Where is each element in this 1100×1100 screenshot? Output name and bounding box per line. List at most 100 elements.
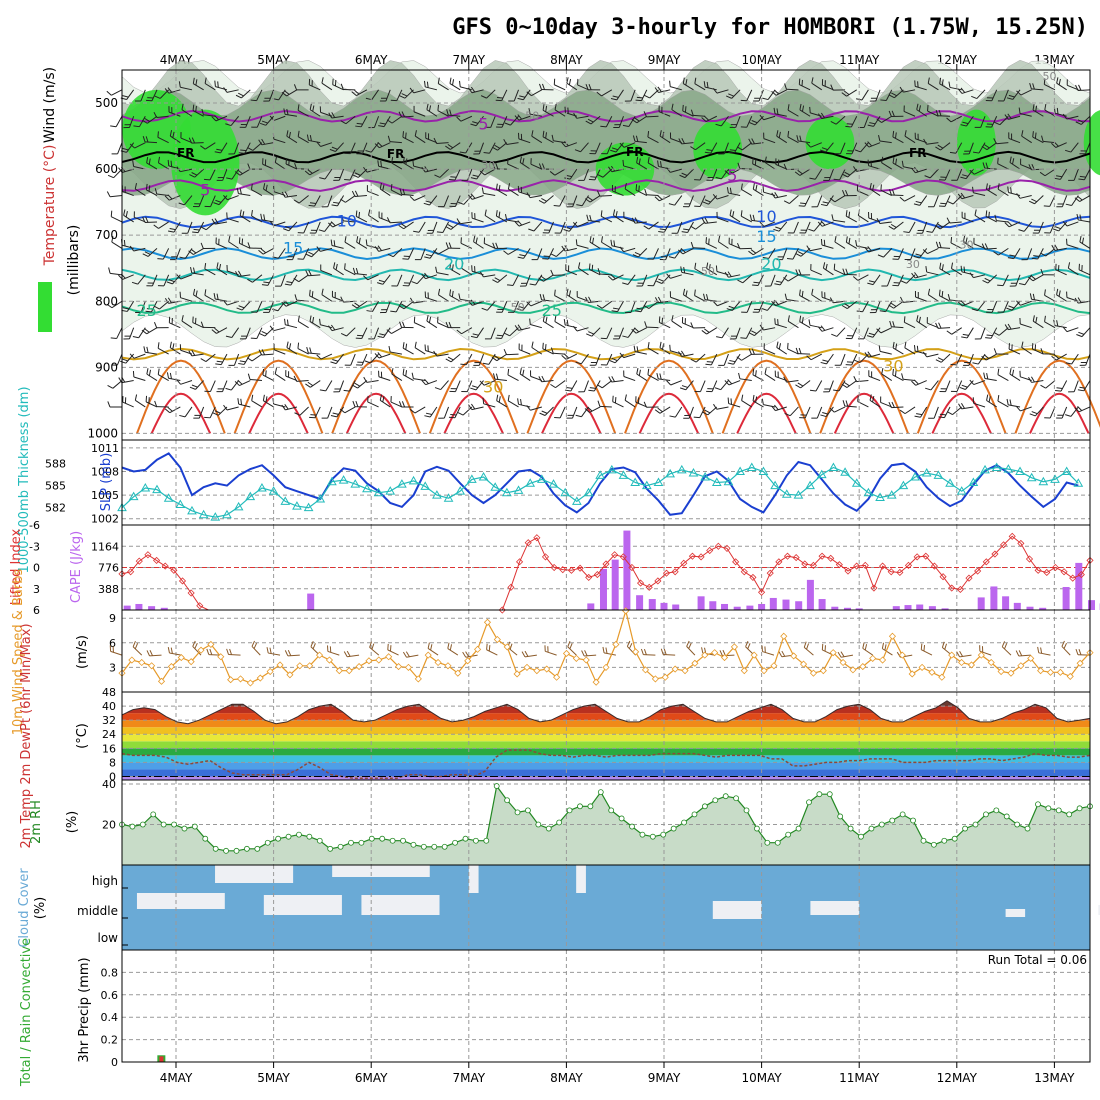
wind-barb: [111, 241, 123, 249]
wind-barb-feather: [405, 343, 408, 350]
wind-barb-feather: [549, 171, 556, 176]
wind-barb: [894, 89, 904, 99]
wind-barb-feather: [660, 648, 664, 655]
wind-barb: [618, 116, 624, 128]
wind-barb-feather: [608, 166, 613, 173]
wind-barb-feather: [1031, 198, 1038, 203]
thickness-marker: [653, 477, 664, 486]
wind-barb-feather: [880, 99, 887, 102]
wind-barb: [984, 378, 997, 382]
wind-barb: [308, 139, 321, 144]
wind-barb-feather: [297, 315, 300, 322]
wind-barb: [429, 248, 438, 259]
wind-barb-feather: [997, 368, 1000, 375]
wind-barb-feather: [889, 320, 892, 327]
wind-barb: [390, 351, 402, 355]
wind10m-marker: [483, 618, 492, 626]
wind-barb: [997, 374, 1009, 381]
wind-barb-feather: [1056, 175, 1063, 178]
wind-barb: [581, 195, 589, 207]
wind-barb: [804, 406, 811, 419]
wind-barb-feather: [154, 188, 158, 195]
wind-barb-feather: [680, 266, 683, 273]
wind-barb: [490, 116, 496, 128]
wind-barb-feather: [545, 132, 547, 139]
wind-barb: [180, 297, 193, 302]
wind-barb: [478, 142, 485, 155]
wind-barb: [875, 301, 881, 313]
thickness-marker: [956, 486, 967, 495]
wind-barb-feather: [494, 277, 501, 282]
wind-barb: [799, 295, 811, 302]
rh2m-marker: [577, 803, 583, 810]
wind-barb-feather: [795, 269, 799, 276]
wind-barb-feather: [727, 168, 733, 174]
wind-barb-feather: [1004, 643, 1008, 650]
wind-barb-feather: [947, 201, 954, 205]
wind-barb-feather: [144, 328, 150, 333]
wind-barb: [938, 327, 951, 329]
rh2m-marker: [1045, 805, 1052, 812]
wind-barb-feather: [924, 175, 931, 179]
wind-barb-feather: [983, 372, 986, 379]
wind-barb-feather: [340, 198, 346, 203]
rh2m-marker: [1003, 813, 1010, 820]
wind-barb: [779, 274, 788, 286]
wind-barb: [583, 380, 589, 392]
wind-barb: [233, 353, 240, 366]
wind-barb: [733, 142, 741, 154]
wind-barb-feather: [261, 138, 266, 145]
rh2m-marker: [878, 821, 885, 828]
wind-barb-feather: [460, 363, 467, 366]
wind-barb: [611, 380, 624, 383]
wind-barb: [704, 299, 717, 302]
wind-barb-feather: [286, 130, 289, 137]
wind-barb-feather: [820, 220, 826, 226]
wind-barb: [879, 140, 892, 144]
precip-tick-label: 0.8: [101, 966, 119, 979]
wind-barb-feather: [657, 296, 662, 303]
wind-barb: [559, 406, 566, 419]
wind-barb-feather: [918, 105, 921, 112]
wind-barb: [497, 274, 508, 283]
lifted-index-marker: [809, 561, 817, 569]
wind-barb-feather: [281, 191, 286, 198]
wind10m-marker: [720, 653, 729, 662]
wind-barb-feather: [904, 130, 907, 137]
wind-barb: [880, 401, 892, 408]
wind-barb-feather: [340, 333, 347, 337]
wind-barb: [121, 380, 134, 384]
wind-barb-feather: [354, 89, 360, 95]
wind-barb: [401, 115, 414, 118]
wind-barb-feather: [1035, 316, 1038, 323]
cape-bar: [135, 603, 143, 610]
wind-barb: [220, 353, 228, 365]
thickness-marker: [560, 487, 571, 497]
wind-barb: [122, 190, 134, 197]
wind-barb: [833, 219, 846, 223]
wind-barb-feather: [521, 651, 526, 658]
wind-barb-feather: [899, 196, 905, 202]
wind-barb-feather: [761, 308, 768, 311]
wind-barb: [915, 296, 927, 302]
wind-barb: [682, 247, 694, 255]
wind-barb: [133, 376, 146, 382]
wind-barb: [838, 380, 846, 392]
thickness-marker: [770, 480, 780, 490]
wind-barb-feather: [914, 272, 919, 278]
wind-barb-feather: [771, 90, 777, 96]
wind-barb-feather: [798, 205, 805, 207]
wind-barb-feather: [576, 204, 583, 207]
wind-barb: [800, 380, 811, 389]
wind-barb: [437, 110, 449, 117]
wind-barb: [391, 189, 403, 196]
wind-barb-feather: [247, 278, 253, 283]
wind-barb-feather: [445, 226, 452, 230]
wind-barb: [1018, 654, 1031, 657]
rh2m-marker: [1055, 807, 1062, 814]
wind10m-marker: [681, 667, 689, 675]
wind-barb: [1021, 347, 1032, 355]
wind-barb: [776, 347, 788, 355]
wind-barb-feather: [495, 183, 498, 190]
